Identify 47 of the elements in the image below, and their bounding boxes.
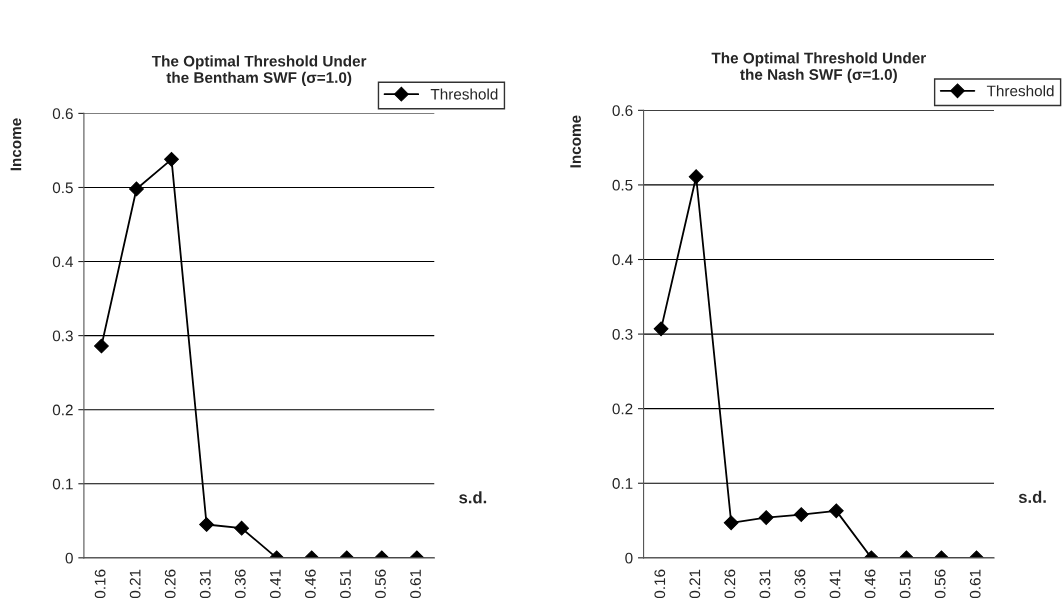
x-tick-label: 0.36 <box>794 569 806 599</box>
y-tick-label: 0.1 <box>52 478 73 490</box>
x-tick-label: 0.61 <box>410 569 421 599</box>
y-tick-label: 0.3 <box>52 330 73 342</box>
x-tick-label: 0.21 <box>689 569 701 599</box>
x-tick-label: 0.31 <box>199 569 211 599</box>
x-tick-label: 0.26 <box>724 569 736 599</box>
y-axis-title: Income <box>570 115 581 168</box>
x-tick-label: 0.41 <box>269 569 281 599</box>
x-tick-label: 0.56 <box>375 569 386 599</box>
x-tick-label: 0.16 <box>654 569 666 599</box>
x-tick-label: 0.21 <box>129 569 141 599</box>
x-tick-label: 0.41 <box>829 569 841 599</box>
y-tick-label: 0.4 <box>612 254 633 266</box>
y-tick-label: 0.2 <box>612 403 633 415</box>
y-tick-label: 0.6 <box>52 108 73 120</box>
chart-title: The Optimal Threshold Under the Nash SWF (σ=1.0) <box>711 52 926 83</box>
point <box>129 181 144 197</box>
y-tick-label: 0.5 <box>612 179 633 191</box>
point <box>94 338 109 354</box>
y-tick-label: 0.3 <box>612 328 633 340</box>
x-tick-label: 0.46 <box>304 569 316 599</box>
x-tick-label: 0.26 <box>164 569 176 599</box>
x-tick-label: 0.56 <box>934 569 946 599</box>
y-tick-label: 0.1 <box>612 478 633 489</box>
x-axis-title: s.d. <box>1018 490 1046 503</box>
y-tick-label: 0.2 <box>52 404 73 416</box>
x-tick-label: 0.46 <box>864 569 876 599</box>
x-tick-label: 0.36 <box>234 569 246 599</box>
y-tick-label: 0 <box>65 552 73 564</box>
y-axis-title: Income <box>10 118 22 171</box>
x-tick-label: 0.51 <box>899 569 911 599</box>
x-axis-title: s.d. <box>459 491 487 504</box>
y-tick-label: 0.5 <box>52 182 73 194</box>
point <box>653 321 669 337</box>
point <box>688 169 704 185</box>
y-tick-label: 0.6 <box>612 105 633 117</box>
x-tick-label: 0.16 <box>94 569 106 599</box>
x-tick-label: 0.31 <box>759 569 771 599</box>
x-tick-label: 0.51 <box>340 569 351 599</box>
x-tick-label: 0.61 <box>969 569 981 599</box>
legend-label: Threshold <box>430 88 498 100</box>
y-tick-label: 0 <box>625 552 633 564</box>
y-tick-label: 0.4 <box>52 256 74 268</box>
chart-title: The Optimal Threshold Under the Bentham SWF (σ=1.0) <box>151 55 367 87</box>
legend-label: Threshold <box>986 85 1054 97</box>
point <box>164 151 179 167</box>
